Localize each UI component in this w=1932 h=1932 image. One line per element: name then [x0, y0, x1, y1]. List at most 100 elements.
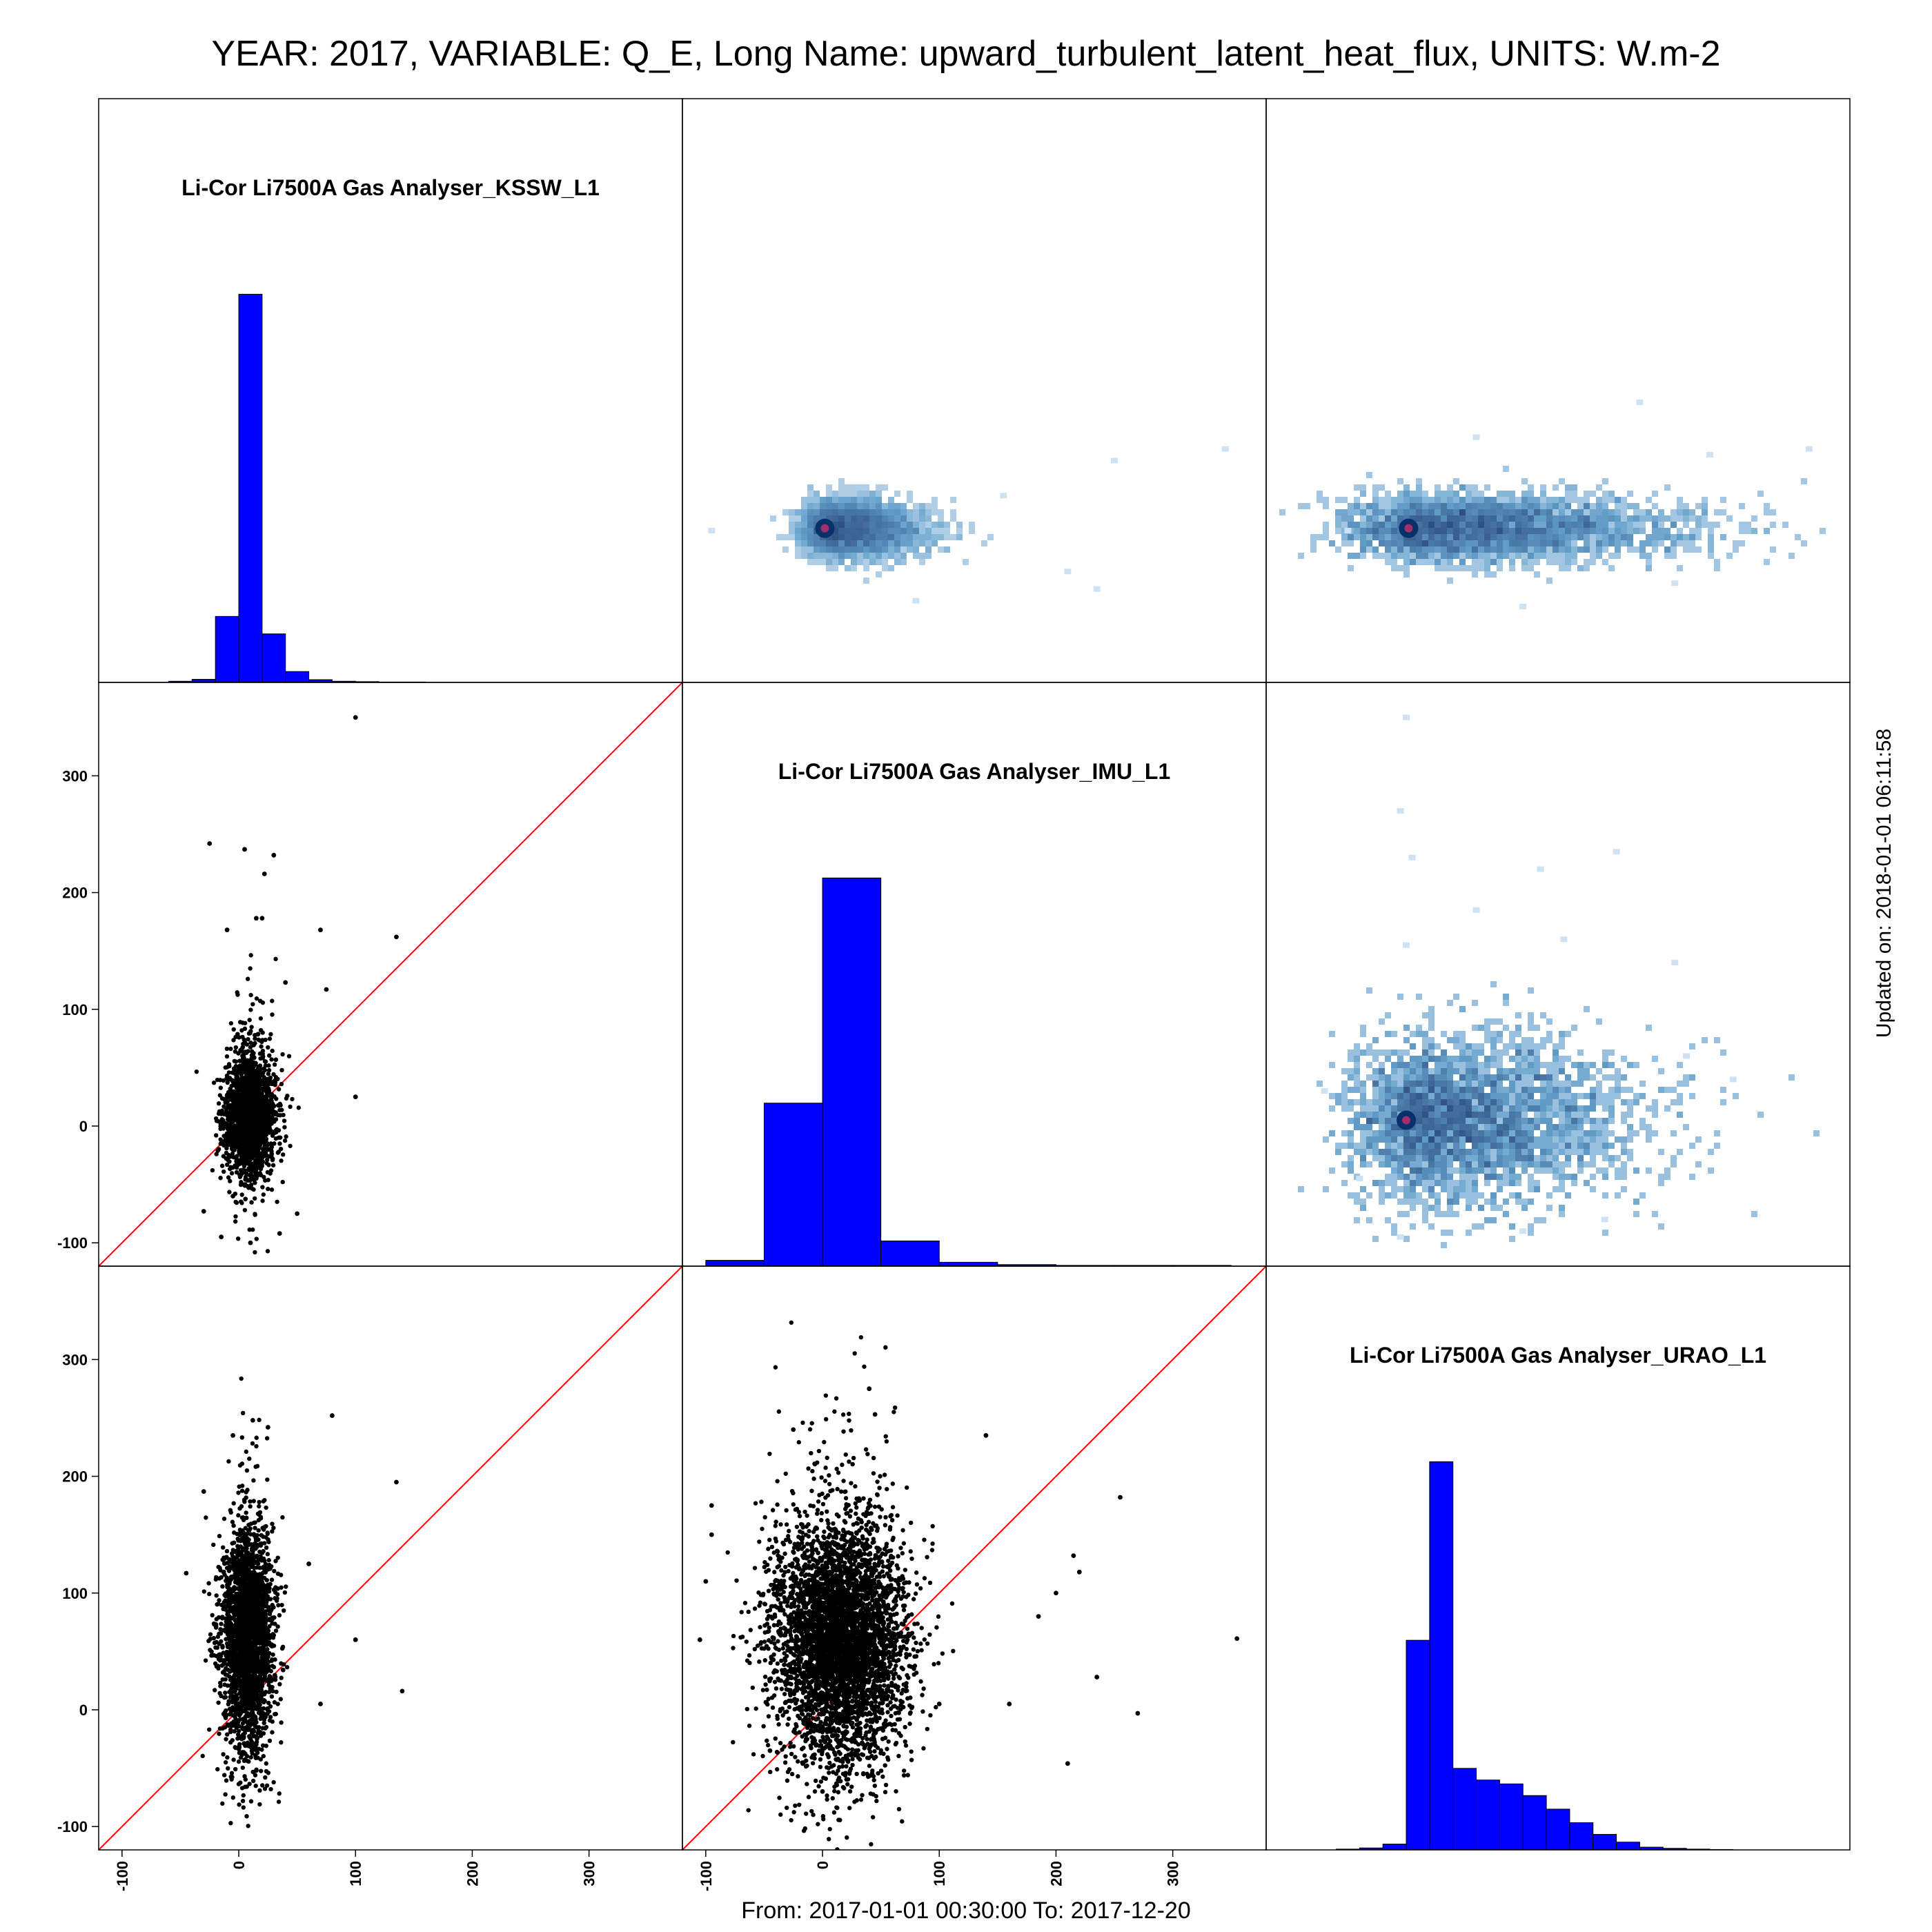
outlier-point-3-5 — [1118, 1495, 1123, 1500]
outlier-point-1-4 — [262, 871, 267, 876]
density-panel-3 — [1298, 714, 1820, 1248]
density-sparse-1-6 — [1093, 586, 1101, 592]
identity-line-3 — [682, 1266, 1266, 1850]
outlier-point-3-12 — [1135, 1711, 1141, 1716]
density-sparse-2-5 — [1671, 580, 1679, 586]
outlier-point-3-1 — [867, 1386, 872, 1392]
density-sparse-3-1 — [1403, 714, 1410, 720]
density-panel-2 — [1279, 399, 1826, 610]
y-tick-label-1-4: 300 — [62, 767, 88, 785]
x-tick-label-1-2: 100 — [931, 1861, 948, 1886]
outlier-point-1-17 — [230, 1194, 235, 1199]
outlier-point-3-9 — [1036, 1614, 1041, 1619]
outlier-point-3-6 — [1071, 1553, 1076, 1559]
density-sparse-3-8 — [1671, 960, 1679, 966]
outlier-point-1-5 — [254, 916, 259, 921]
hist-bar-2-5 — [938, 1261, 998, 1266]
density-sparse-2-6 — [1519, 604, 1527, 610]
hist-bar-2-1 — [705, 1260, 765, 1266]
density-peak-1 — [820, 524, 829, 533]
y-tick-label-2-1: 0 — [79, 1702, 88, 1719]
outlier-point-3-7 — [1076, 1569, 1082, 1575]
x-tick-label-0-3: 200 — [464, 1861, 481, 1886]
histogram-1 — [168, 293, 426, 682]
scatter-panel-1 — [99, 682, 682, 1266]
density-sparse-3-5 — [1613, 849, 1620, 855]
outlier-point-1-10 — [283, 980, 288, 985]
density-sparse-2-3 — [1805, 446, 1813, 452]
hist-bar-2-2 — [763, 1103, 823, 1266]
outlier-point-1-6 — [259, 916, 265, 921]
identity-line-1 — [99, 682, 682, 1266]
density-sparse-3-14 — [1519, 1228, 1527, 1234]
outlier-point-1-19 — [353, 715, 358, 720]
outlier-point-2-5 — [201, 1489, 206, 1494]
x-tick-label-0-1: 0 — [230, 1861, 248, 1869]
y-tick-label-1-3: 200 — [62, 885, 88, 902]
outlier-point-1-14 — [219, 1234, 224, 1240]
hist-bar-1-4 — [238, 293, 263, 682]
density-sparse-3-4 — [1537, 866, 1544, 872]
density-sparse-1-4 — [1111, 457, 1118, 464]
outlier-point-1-11 — [324, 987, 329, 992]
outlier-point-2-12 — [254, 1768, 259, 1773]
outlier-point-2-7 — [184, 1570, 189, 1576]
density-sparse-3-7 — [1560, 936, 1568, 943]
hist-bar-3-9 — [1522, 1795, 1547, 1850]
y-tick-label-1-1: 0 — [79, 1118, 88, 1135]
outlier-point-3-16 — [709, 1532, 714, 1537]
y-tick-label-1-2: 100 — [62, 1001, 88, 1018]
panel-title-2: Li-Cor Li7500A Gas Analyser_IMU_L1 — [778, 759, 1171, 784]
chart-title: YEAR: 2017, VARIABLE: Q_E, Long Name: up… — [211, 34, 1720, 74]
y-tick-label-2-2: 100 — [62, 1585, 88, 1602]
density-cells-3 — [1298, 981, 1820, 1248]
outlier-point-1-18 — [295, 1211, 300, 1216]
outlier-point-3-18 — [697, 1637, 702, 1642]
updated-on-label: Updated on: 2018-01-01 06:11:58 — [1873, 729, 1895, 1038]
outlier-point-2-11 — [318, 1702, 323, 1706]
hist-bar-3-7 — [1476, 1780, 1500, 1850]
density-cells-1 — [770, 478, 994, 584]
outlier-point-1-7 — [224, 927, 230, 933]
density-sparse-3-2 — [1397, 808, 1404, 814]
histogram-2 — [705, 877, 1232, 1266]
outlier-point-1-16 — [277, 1231, 282, 1236]
panel-border-0-1 — [682, 98, 1267, 683]
outlier-point-3-14 — [936, 1702, 942, 1706]
scatter-panel-3 — [682, 1266, 1266, 1850]
x-tick-label-0-2: 100 — [347, 1861, 364, 1886]
outlier-point-3-17 — [703, 1579, 709, 1584]
density-sparse-3-15 — [1601, 1216, 1608, 1223]
density-sparse-1-7 — [912, 598, 920, 604]
outlier-point-3-20 — [820, 1789, 825, 1794]
hist-bar-1-3 — [215, 615, 239, 682]
density-sparse-1-3 — [1064, 569, 1072, 575]
outlier-point-2-1 — [230, 1432, 235, 1438]
panel-title-3: Li-Cor Li7500A Gas Analyser_URAO_L1 — [1350, 1343, 1766, 1368]
y-tick-label-2-0: -100 — [57, 1818, 88, 1835]
date-range-footer: From: 2017-01-01 00:30:00 To: 2017-12-20 — [741, 1897, 1190, 1924]
outlier-point-2-2 — [250, 1417, 255, 1423]
x-tick-label-1-0: -100 — [698, 1861, 715, 1891]
x-tick-label-1-4: 300 — [1165, 1861, 1182, 1886]
outlier-point-1-1 — [207, 841, 213, 846]
x-tick-label-1-3: 200 — [1047, 1861, 1065, 1886]
outlier-point-1-9 — [394, 934, 399, 940]
hist-bar-3-4 — [1406, 1639, 1430, 1850]
outlier-point-1-8 — [318, 927, 323, 933]
hist-bar-3-3 — [1382, 1844, 1407, 1850]
outlier-point-3-11 — [1094, 1675, 1100, 1679]
scatter-points-2 — [200, 1376, 290, 1828]
identity-line-2 — [99, 1266, 682, 1850]
outlier-point-1-15 — [248, 1240, 253, 1245]
x-tick-label-0-4: 300 — [581, 1861, 598, 1886]
scatter-points-1 — [194, 953, 302, 1255]
density-sparse-2-1 — [1636, 399, 1644, 405]
outlier-point-3-4 — [983, 1432, 989, 1438]
scatter-panel-2 — [99, 1266, 682, 1850]
outlier-point-3-3 — [791, 1427, 796, 1432]
hist-bar-3-12 — [1593, 1833, 1617, 1850]
outlier-point-3-8 — [1054, 1590, 1058, 1596]
outlier-point-3-15 — [709, 1503, 714, 1508]
outlier-point-1-3 — [271, 853, 277, 858]
